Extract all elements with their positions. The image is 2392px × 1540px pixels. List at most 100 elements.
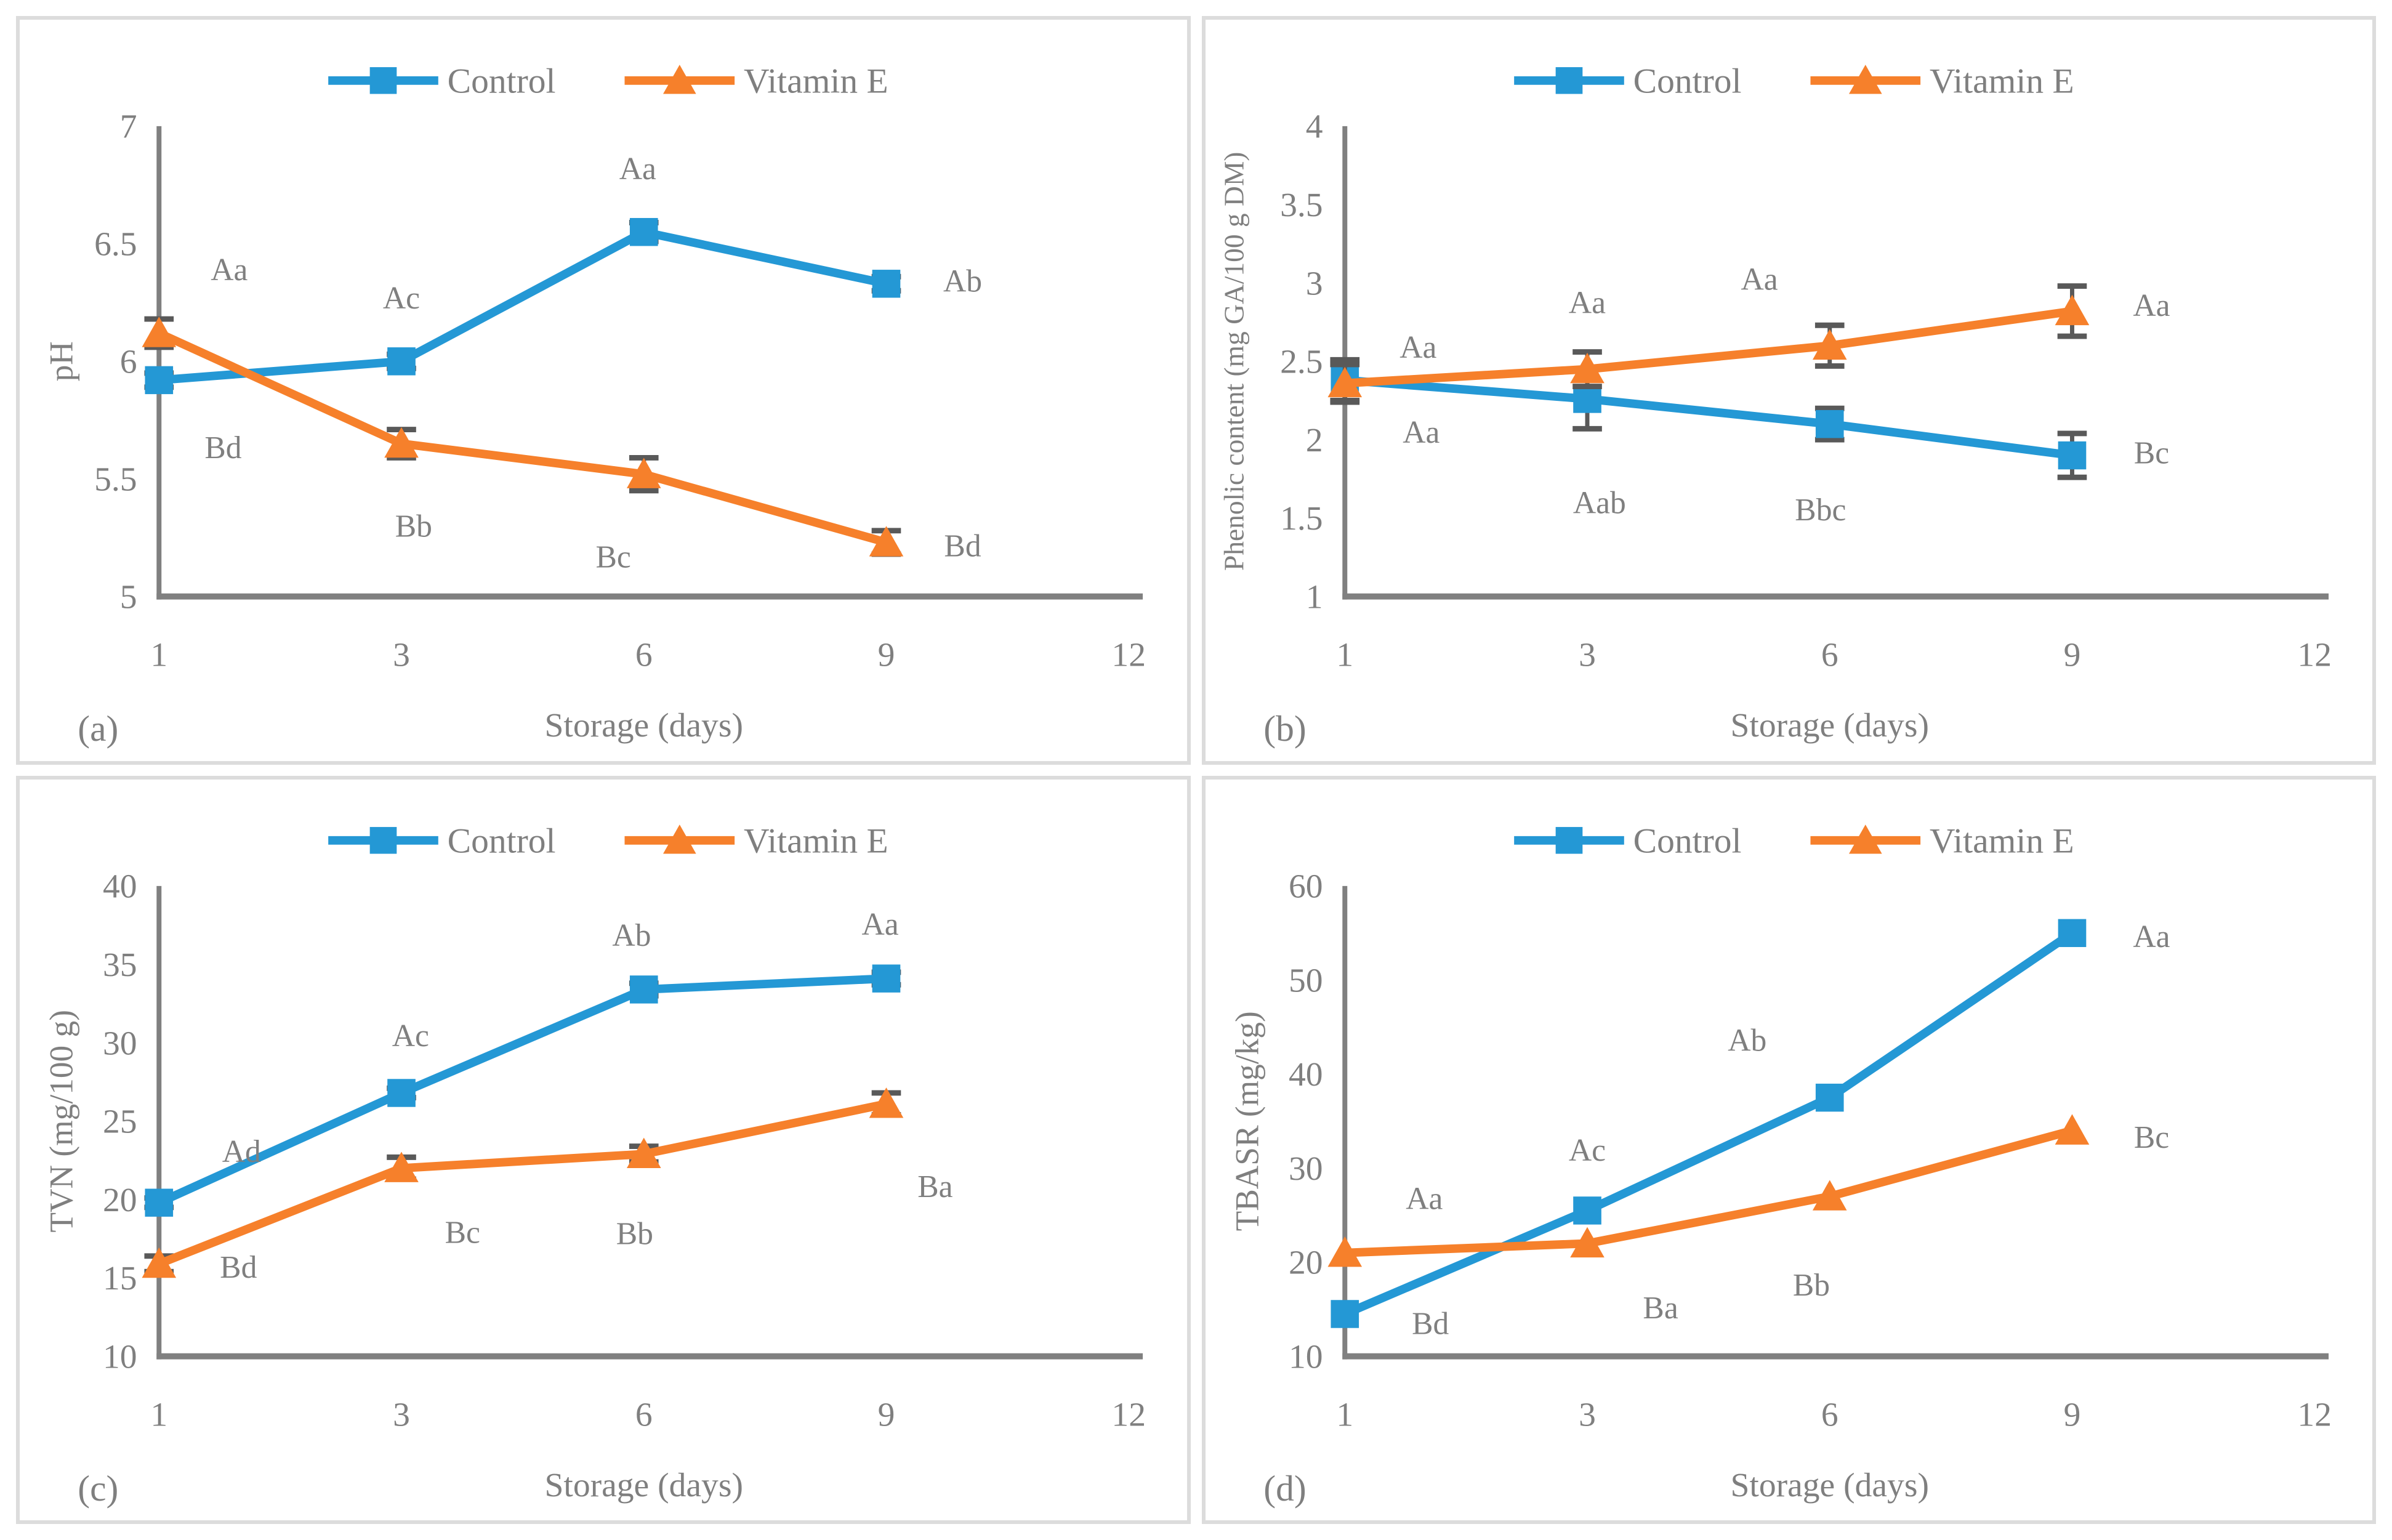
svg-text:12: 12: [1111, 635, 1146, 673]
svg-text:35: 35: [103, 946, 137, 983]
svg-text:Bc: Bc: [2133, 1119, 2169, 1155]
svg-text:12: 12: [2297, 1395, 2332, 1433]
svg-text:Bd: Bd: [1412, 1306, 1449, 1341]
svg-text:Vitamin E: Vitamin E: [1930, 62, 2074, 101]
svg-text:3: 3: [393, 1395, 410, 1433]
svg-text:Aa: Aa: [2133, 919, 2170, 954]
svg-text:6: 6: [120, 343, 137, 381]
svg-text:Storage (days): Storage (days): [545, 1466, 743, 1504]
chart-d-tbasr: 10 20 30 40 50 60 1 3 6 9 12 Storage (days) TBASR (m…: [1228, 821, 2332, 1509]
svg-text:Control: Control: [448, 821, 556, 860]
svg-text:(c): (c): [78, 1468, 118, 1509]
svg-text:TBASR (mg/kg): TBASR (mg/kg): [1228, 1011, 1265, 1231]
svg-text:9: 9: [2063, 1395, 2080, 1433]
svg-text:Aab: Aab: [1573, 486, 1625, 521]
svg-text:Ac: Ac: [1568, 1133, 1605, 1168]
svg-text:10: 10: [103, 1337, 137, 1375]
svg-text:Storage (days): Storage (days): [1730, 1466, 1928, 1504]
svg-text:pH: pH: [42, 341, 79, 381]
svg-text:1: 1: [150, 635, 167, 673]
svg-text:12: 12: [2297, 635, 2332, 673]
svg-text:Vitamin E: Vitamin E: [744, 62, 888, 101]
svg-text:Ac: Ac: [392, 1018, 429, 1054]
svg-text:7: 7: [120, 108, 137, 145]
svg-text:Ba: Ba: [917, 1169, 952, 1204]
svg-text:1.5: 1.5: [1280, 499, 1323, 537]
svg-text:Control: Control: [448, 62, 556, 101]
svg-text:Phenolic content (mg GA/100 g: Phenolic content (mg GA/100 g DM): [1218, 152, 1249, 571]
svg-text:TVN (mg/100 g): TVN (mg/100 g): [42, 1010, 79, 1233]
svg-text:12: 12: [1111, 1395, 1146, 1433]
svg-text:Bc: Bc: [445, 1215, 480, 1250]
svg-text:Control: Control: [1633, 62, 1741, 101]
svg-text:10: 10: [1288, 1337, 1323, 1375]
svg-text:40: 40: [1288, 1055, 1323, 1093]
chart-b-phenolic-content: 1 1.5 2 2.5 3 3.5 4 1 3 6 9 12 Storage (days) Phenoli…: [1218, 62, 2332, 749]
svg-text:Bc: Bc: [595, 539, 630, 574]
panel-a: 5 5.5 6 6.5 7 1 3 6 9 12 Storage (days) pH (a) Contro…: [16, 16, 1191, 765]
svg-text:4: 4: [1305, 108, 1323, 145]
svg-text:30: 30: [103, 1024, 137, 1062]
svg-text:Aa: Aa: [211, 252, 248, 288]
svg-text:Bb: Bb: [395, 509, 432, 544]
svg-text:6: 6: [1821, 635, 1838, 673]
panel-c: 10 15 20 25 30 35 40 1 3 6 9 12 Storage (days) TVN (m…: [16, 775, 1191, 1524]
svg-text:6.5: 6.5: [94, 225, 137, 263]
svg-text:3: 3: [1579, 635, 1596, 673]
svg-text:Bbc: Bbc: [1795, 493, 1846, 528]
svg-text:Aa: Aa: [861, 907, 898, 942]
svg-text:6: 6: [635, 635, 653, 673]
svg-text:Storage (days): Storage (days): [1730, 706, 1928, 744]
svg-text:Bd: Bd: [220, 1250, 257, 1285]
svg-text:1: 1: [150, 1395, 167, 1433]
svg-text:Bd: Bd: [204, 430, 241, 466]
svg-text:(d): (d): [1263, 1468, 1306, 1509]
svg-text:2: 2: [1305, 421, 1323, 459]
svg-text:25: 25: [103, 1102, 137, 1140]
chart-a-ph: 5 5.5 6 6.5 7 1 3 6 9 12 Storage (days) pH (a) Contro…: [42, 62, 1146, 749]
svg-text:Aa: Aa: [1399, 330, 1436, 365]
svg-text:1: 1: [1336, 635, 1353, 673]
svg-text:6: 6: [635, 1395, 653, 1433]
svg-text:Bd: Bd: [944, 529, 981, 564]
svg-text:Ab: Ab: [612, 917, 651, 953]
svg-text:Vitamin E: Vitamin E: [1930, 821, 2074, 860]
svg-text:Bb: Bb: [616, 1216, 653, 1251]
svg-text:Ac: Ac: [383, 281, 420, 316]
svg-text:6: 6: [1821, 1395, 1838, 1433]
svg-text:2.5: 2.5: [1280, 343, 1323, 381]
svg-text:Control: Control: [1633, 821, 1741, 860]
svg-text:Aa: Aa: [1568, 286, 1605, 321]
svg-text:Ab: Ab: [1728, 1023, 1766, 1058]
svg-text:Aa: Aa: [1741, 262, 1778, 297]
panel-d: 10 20 30 40 50 60 1 3 6 9 12 Storage (days) TBASR (m…: [1201, 775, 2376, 1524]
svg-text:3: 3: [1305, 264, 1323, 302]
svg-text:9: 9: [878, 1395, 895, 1433]
panel-b: 1 1.5 2 2.5 3 3.5 4 1 3 6 9 12 Storage (days) Phenoli…: [1201, 16, 2376, 765]
svg-text:20: 20: [1288, 1243, 1323, 1281]
svg-text:9: 9: [878, 635, 895, 673]
svg-text:40: 40: [103, 867, 137, 905]
svg-text:Bc: Bc: [2133, 436, 2169, 471]
svg-text:9: 9: [2063, 635, 2080, 673]
svg-text:3.5: 3.5: [1280, 186, 1323, 224]
svg-text:5.5: 5.5: [94, 461, 137, 498]
svg-text:Ab: Ab: [943, 264, 982, 299]
svg-text:Bb: Bb: [1792, 1268, 1829, 1303]
svg-text:20: 20: [103, 1180, 137, 1218]
svg-text:1: 1: [1336, 1395, 1353, 1433]
svg-text:(a): (a): [78, 708, 118, 749]
svg-text:Aa: Aa: [2133, 288, 2170, 323]
svg-text:30: 30: [1288, 1150, 1323, 1187]
svg-text:Storage (days): Storage (days): [545, 706, 743, 744]
svg-text:Aa: Aa: [1403, 415, 1440, 450]
svg-text:Aa: Aa: [1406, 1181, 1443, 1216]
svg-text:50: 50: [1288, 961, 1323, 999]
svg-text:60: 60: [1288, 867, 1323, 905]
svg-text:3: 3: [1579, 1395, 1596, 1433]
svg-text:Ad: Ad: [222, 1134, 261, 1169]
svg-text:Ba: Ba: [1643, 1291, 1678, 1326]
svg-text:15: 15: [103, 1259, 137, 1297]
svg-text:Aa: Aa: [619, 151, 656, 187]
